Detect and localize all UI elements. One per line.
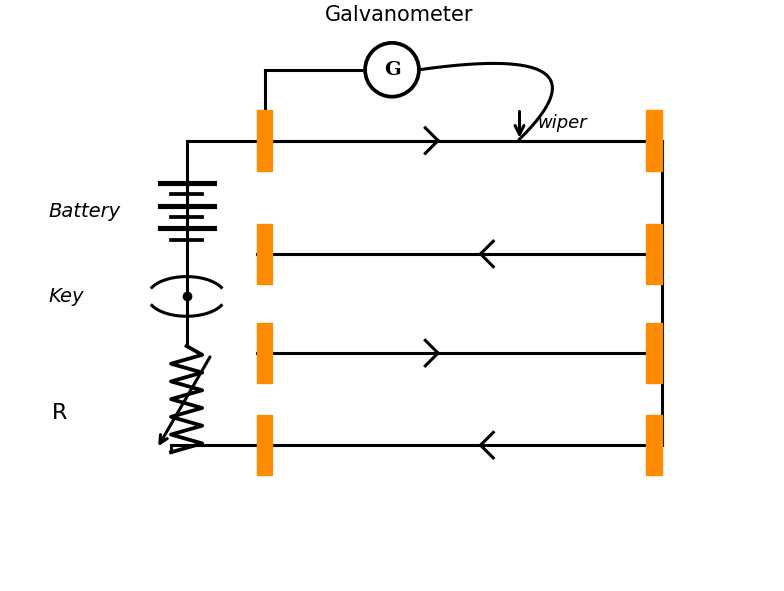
Bar xyxy=(256,111,272,171)
Text: wiper: wiper xyxy=(537,114,587,132)
Bar xyxy=(256,415,272,475)
Bar xyxy=(646,111,662,171)
Bar xyxy=(646,415,662,475)
Bar xyxy=(646,224,662,284)
Bar xyxy=(256,224,272,284)
Text: Battery: Battery xyxy=(49,202,121,221)
Bar xyxy=(256,323,272,383)
Text: Galvanometer: Galvanometer xyxy=(325,5,474,25)
Text: R: R xyxy=(52,403,67,423)
Text: Key: Key xyxy=(49,287,84,306)
Circle shape xyxy=(365,43,419,97)
Text: G: G xyxy=(383,61,401,79)
Bar xyxy=(646,323,662,383)
